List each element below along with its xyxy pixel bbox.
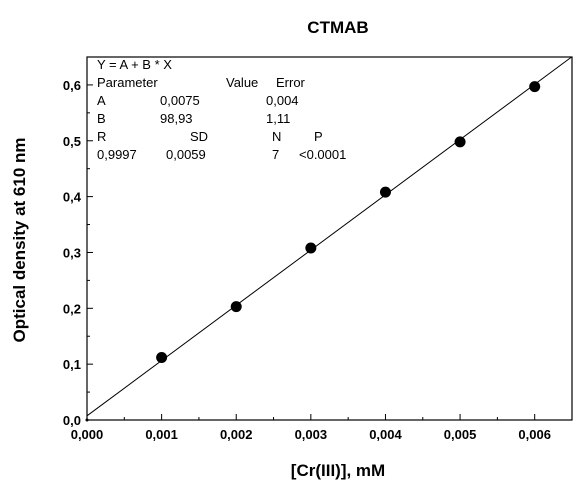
y-tick-label: 0,1: [63, 357, 81, 372]
fit-equation: Y = A + B * X: [97, 57, 172, 72]
fit-a-error: 0,004: [266, 93, 299, 108]
x-tick-label: 0,001: [145, 427, 178, 442]
data-point: [85, 418, 89, 422]
fit-stats-header-sd: SD: [190, 129, 208, 144]
y-axis-label: Optical density at 610 nm: [10, 137, 29, 342]
fit-parameters-box: Y = A + B * X Parameter Value Error A 0,…: [97, 57, 346, 162]
fit-b-value: 98,93: [160, 111, 193, 126]
data-point: [230, 301, 242, 313]
fit-a-value: 0,0075: [160, 93, 200, 108]
fit-stat-n: 7: [272, 147, 279, 162]
data-point: [156, 351, 168, 363]
y-tick-label: 0,2: [63, 301, 81, 316]
fit-header-error: Error: [276, 75, 306, 90]
y-tick-label: 0,5: [63, 134, 81, 149]
y-tick-label: 0,3: [63, 245, 81, 260]
fit-stat-p: <0.0001: [299, 147, 346, 162]
fit-header-parameter: Parameter: [97, 75, 158, 90]
fit-stat-sd: 0,0059: [166, 147, 206, 162]
y-tick-label: 0,6: [63, 78, 81, 93]
fit-header-value: Value: [226, 75, 258, 90]
data-point: [454, 136, 466, 148]
x-tick-label: 0,003: [295, 427, 328, 442]
fit-stats-header-n: N: [272, 129, 281, 144]
y-axis-ticks: 0,0 0,1 0,2 0,3 0,4 0,5 0,6: [63, 78, 93, 428]
fit-b-label: B: [97, 111, 106, 126]
data-point: [379, 186, 391, 198]
x-tick-label: 0,005: [444, 427, 477, 442]
y-tick-label: 0,0: [63, 413, 81, 428]
x-tick-label: 0,006: [518, 427, 551, 442]
x-tick-label: 0,002: [220, 427, 253, 442]
x-tick-label: 0,000: [71, 427, 104, 442]
fit-b-error: 1,11: [266, 111, 290, 126]
data-points: [85, 81, 541, 422]
regression-line: [86, 56, 572, 417]
y-tick-label: 0,4: [63, 190, 82, 205]
x-axis-label: [Cr(III)], mM: [291, 461, 385, 480]
fit-stats-header-r: R: [97, 129, 106, 144]
fit-stats-header-p: P: [314, 129, 323, 144]
x-axis-ticks: 0,000 0,001 0,002 0,003 0,004 0,005 0,006: [71, 414, 551, 442]
fit-a-label: A: [97, 93, 106, 108]
chart-title: CTMAB: [307, 18, 368, 37]
data-point: [305, 242, 317, 254]
x-tick-label: 0,004: [369, 427, 402, 442]
fit-stat-r: 0,9997: [97, 147, 137, 162]
plot-frame: [86, 56, 573, 421]
data-point: [529, 81, 541, 93]
